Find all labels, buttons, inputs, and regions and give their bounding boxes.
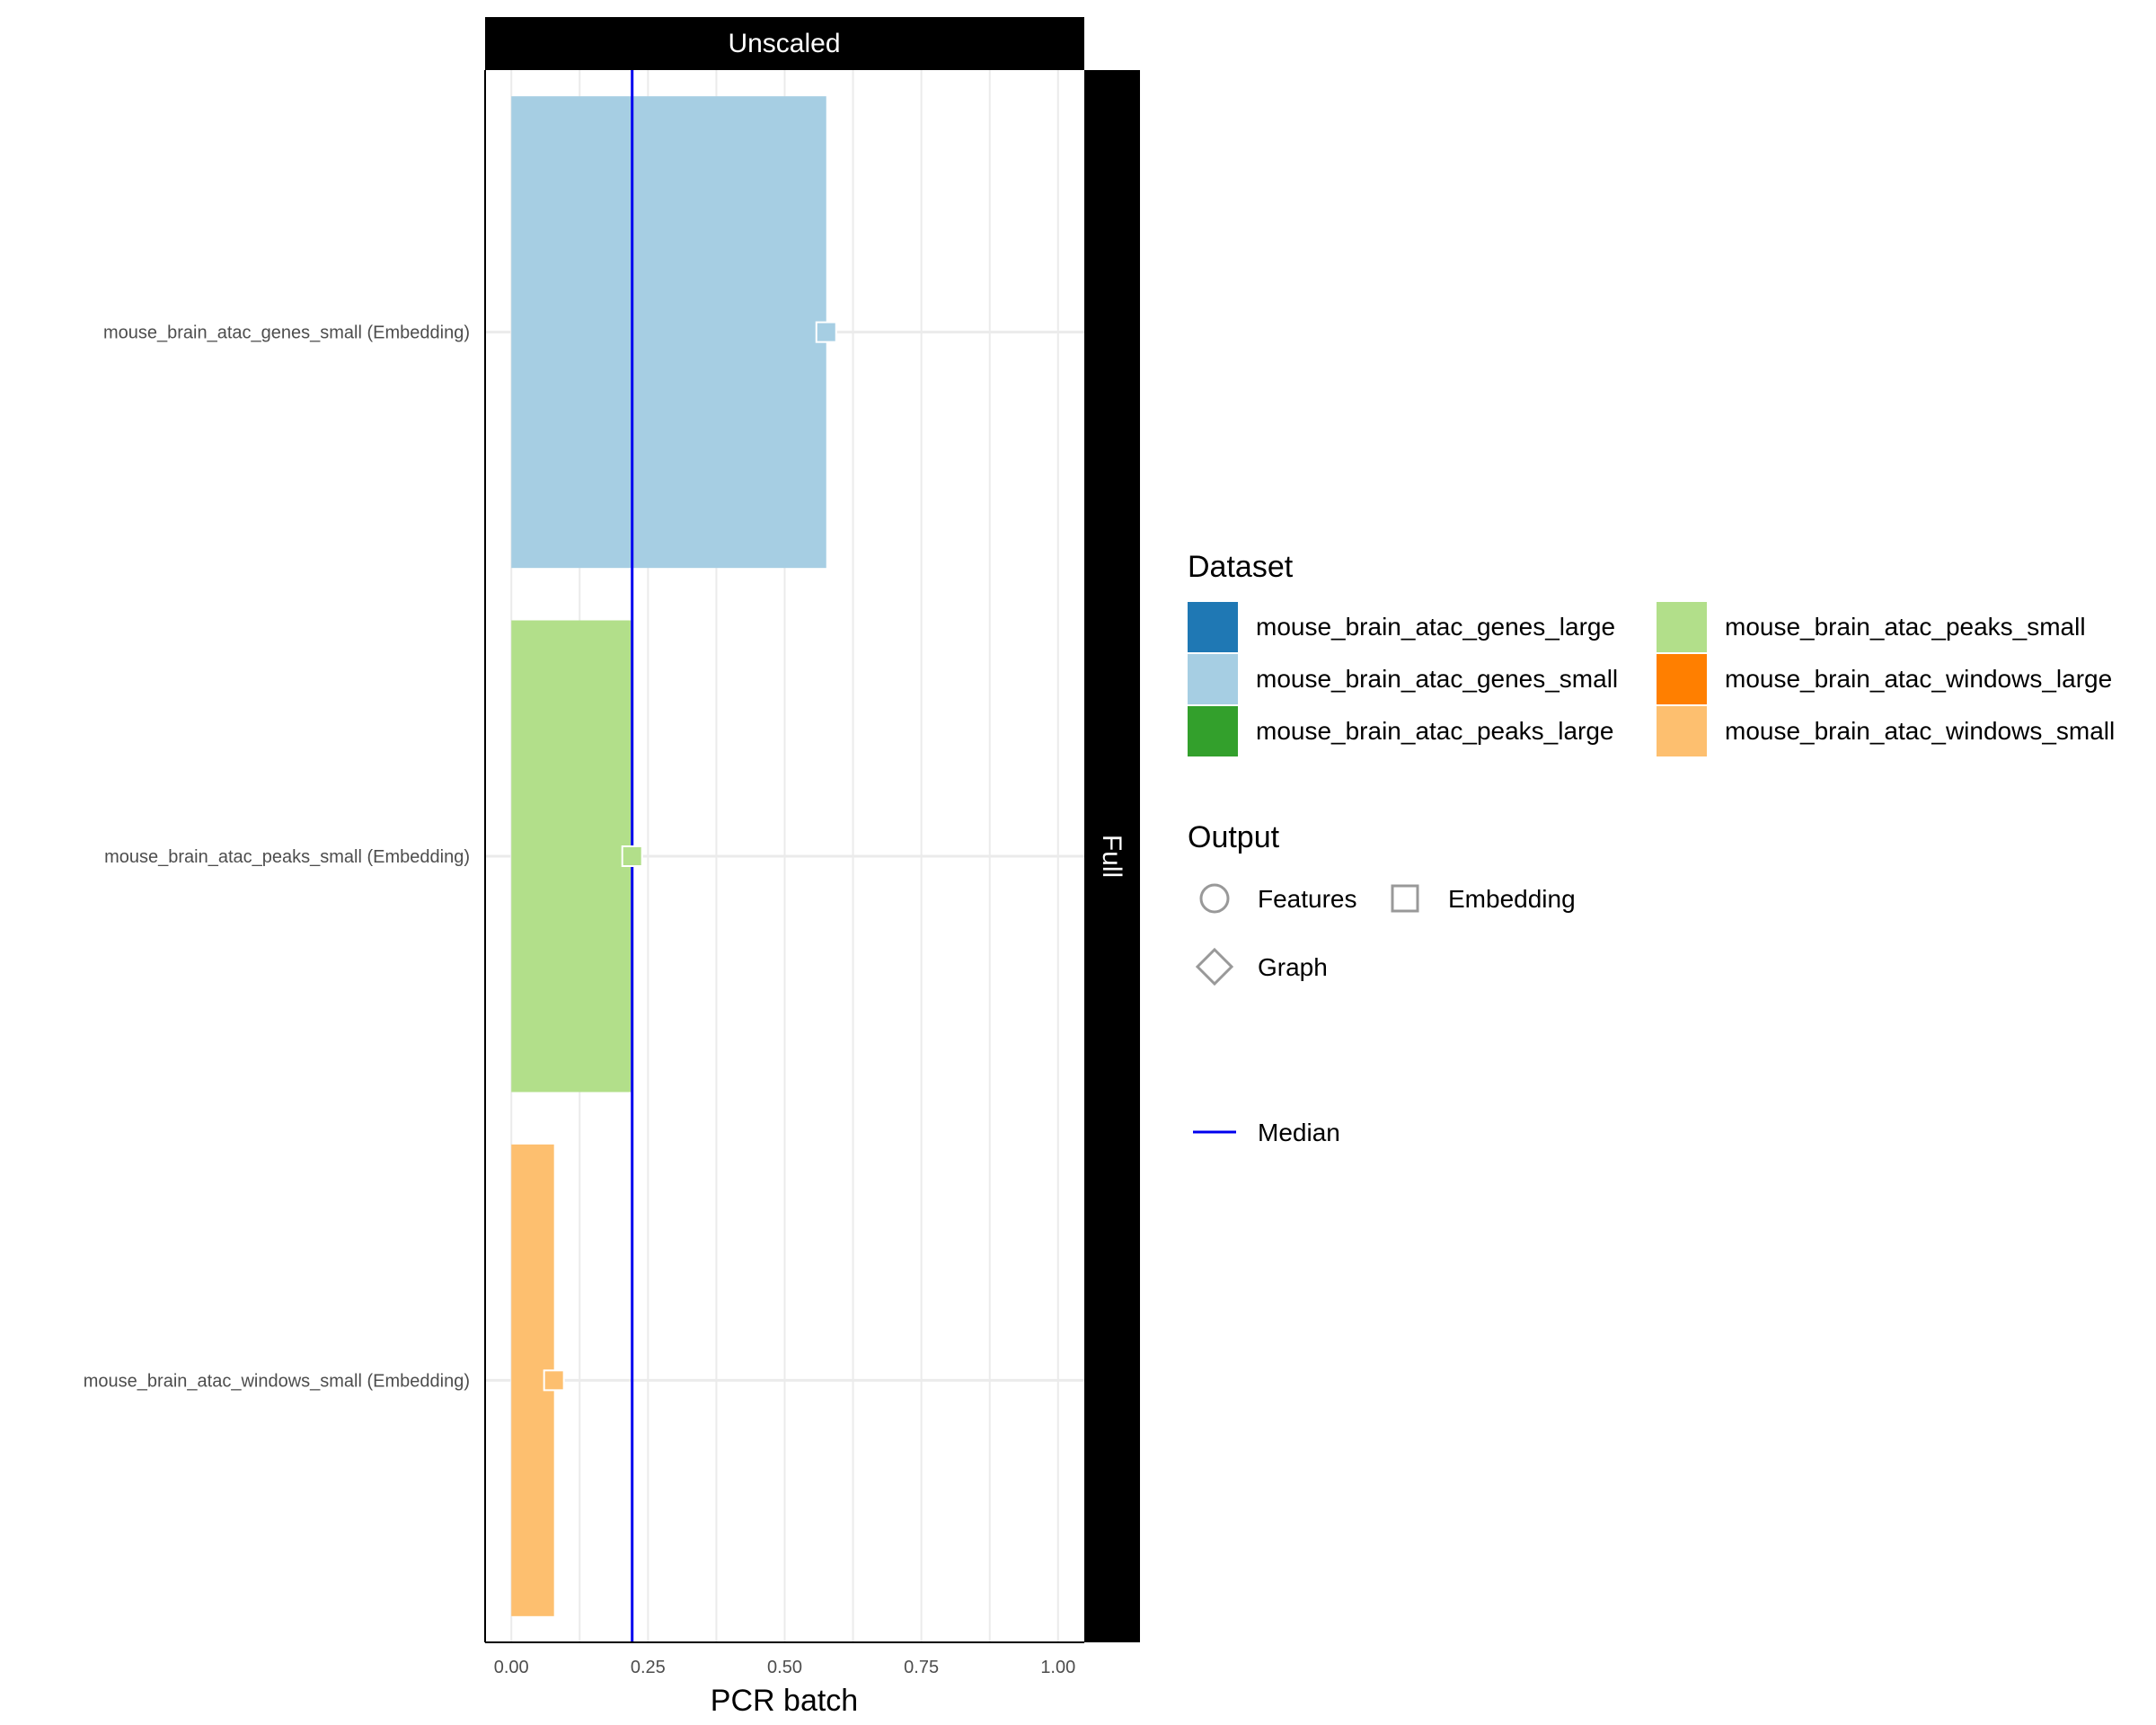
y-tick-labels: mouse_brain_atac_genes_small (Embedding)… [84, 323, 470, 1392]
dataset-legend-label: mouse_brain_atac_windows_small [1725, 717, 2115, 745]
facet-strip-top [485, 17, 1084, 70]
output-legend-shape [1195, 947, 1234, 986]
dataset-legend-label: mouse_brain_atac_peaks_small [1725, 613, 2086, 641]
x-tick-label: 0.75 [904, 1658, 939, 1677]
y-tick-label: mouse_brain_atac_windows_small (Embeddin… [84, 1371, 470, 1391]
x-tick-label: 0.25 [631, 1658, 666, 1677]
bar [511, 96, 826, 569]
data-point [543, 1369, 565, 1392]
facet-strip-right-label: Full [1097, 835, 1127, 878]
data-point [621, 845, 643, 867]
median-legend: Median [1193, 1119, 1340, 1146]
x-tick-label: 0.00 [494, 1658, 529, 1677]
dataset-legend-label: mouse_brain_atac_genes_large [1256, 613, 1615, 641]
dataset-legend-swatch [1657, 602, 1707, 652]
median-legend-label: Median [1258, 1119, 1340, 1146]
x-tick-labels: 0.00 0.25 0.50 0.75 1.00 [494, 1658, 1076, 1677]
bars [511, 96, 826, 1616]
output-legend-title: Output [1188, 820, 1280, 854]
output-legend-keys: Features Embedding Graph [1195, 883, 1576, 986]
dataset-legend-swatch [1657, 706, 1707, 756]
points [543, 321, 837, 1392]
facet-strip-right [1084, 70, 1140, 1642]
x-axis-title: PCR batch [711, 1684, 858, 1718]
output-legend-shape [1199, 883, 1230, 914]
bar [511, 620, 632, 1092]
dataset-legend-keys: mouse_brain_atac_genes_large mouse_brain_… [1188, 602, 2115, 756]
output-legend-label: Features [1258, 885, 1357, 913]
x-tick-label: 1.00 [1040, 1658, 1075, 1677]
dataset-legend-title: Dataset [1188, 550, 1294, 584]
data-point [815, 321, 837, 343]
y-tick-label: mouse_brain_atac_peaks_small (Embedding) [104, 847, 470, 867]
output-legend-label: Embedding [1448, 885, 1576, 913]
dataset-legend-swatch [1188, 602, 1238, 652]
output-legend-shape [1391, 884, 1419, 913]
facet-strip-top-label: Unscaled [728, 29, 840, 58]
dataset-legend-label: mouse_brain_atac_windows_large [1725, 665, 2112, 693]
output-legend-label: Graph [1258, 953, 1328, 981]
dataset-legend-swatch [1188, 654, 1238, 704]
dataset-legend-swatch [1188, 706, 1238, 756]
output-legend: Output [1188, 820, 1279, 855]
x-tick-label: 0.50 [767, 1658, 802, 1677]
dataset-legend-label: mouse_brain_atac_peaks_large [1256, 717, 1614, 745]
chart-canvas: Unscaled Full mouse_brain_atac_genes_sma… [84, 17, 1140, 1718]
y-tick-label: mouse_brain_atac_genes_small (Embedding) [103, 323, 470, 343]
dataset-legend-label: mouse_brain_atac_genes_small [1256, 665, 1618, 693]
dataset-legend-swatch [1657, 654, 1707, 704]
dataset-legend: Dataset [1188, 550, 1293, 585]
